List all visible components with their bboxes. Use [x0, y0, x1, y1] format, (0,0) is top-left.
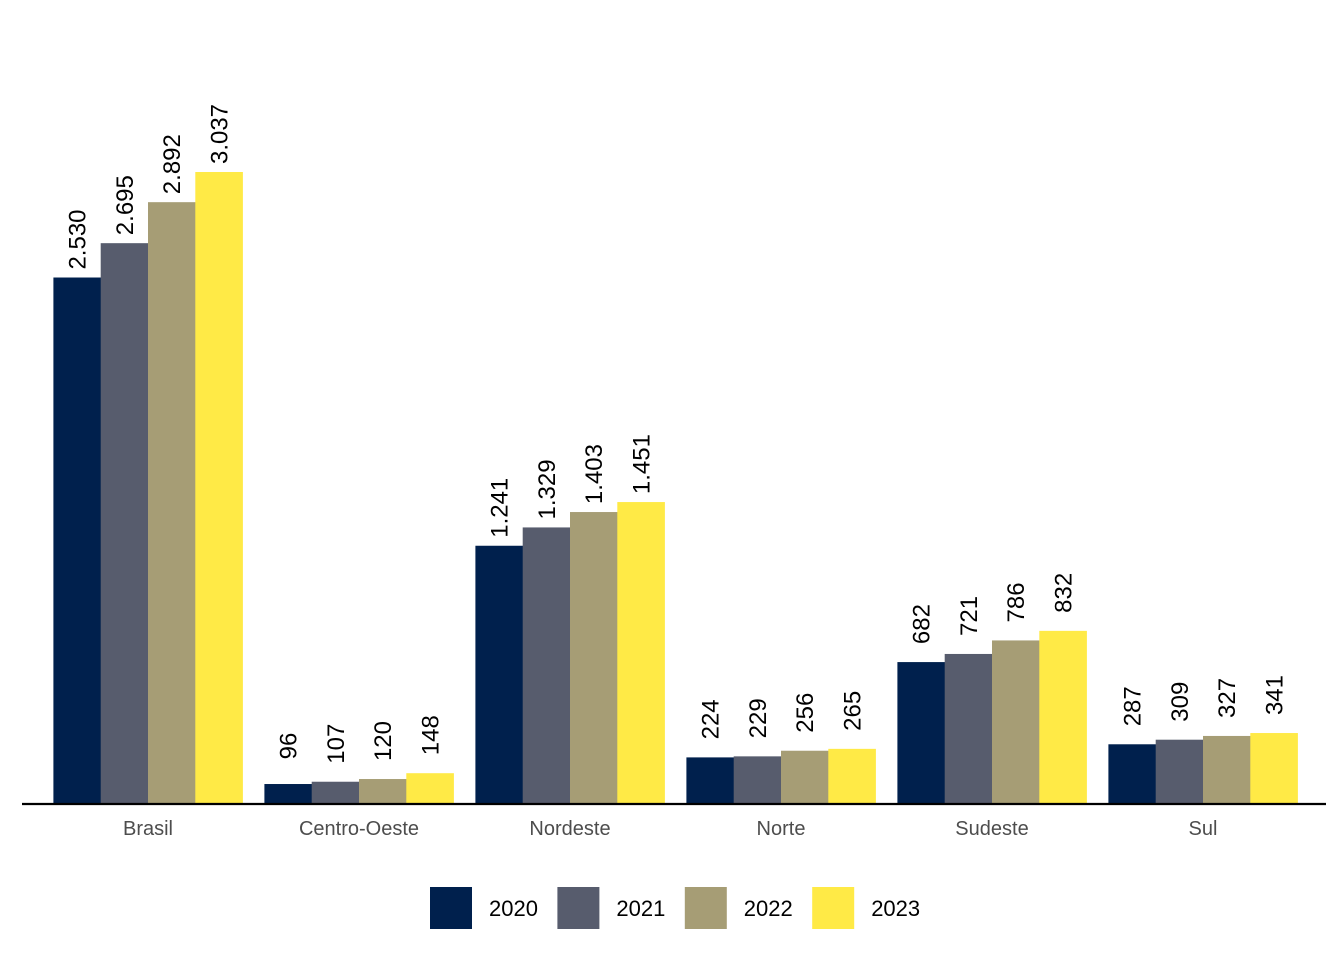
legend-key [684, 887, 727, 929]
bars-layer [53, 172, 1298, 805]
bar-brasil-2021 [100, 243, 149, 805]
bar-centro-oeste-2023 [406, 773, 454, 804]
data-label: 120 [370, 721, 397, 761]
data-label: 265 [839, 691, 866, 731]
legend-key [812, 887, 855, 929]
legend-item-2021: 2021 [557, 887, 665, 929]
data-label: 148 [417, 715, 444, 755]
x-tick-label: Nordeste [529, 818, 610, 840]
legend-label: 2023 [871, 896, 920, 921]
data-label: 682 [909, 604, 936, 644]
bar-sul-2021 [1155, 739, 1204, 804]
bar-nordeste-2022 [570, 512, 618, 804]
bar-nordeste-2021 [522, 527, 571, 804]
data-label: 786 [1003, 582, 1030, 622]
data-label: 256 [792, 693, 819, 733]
legend-label: 2020 [489, 896, 538, 921]
data-label: 309 [1167, 682, 1194, 722]
data-label: 2.530 [65, 209, 92, 269]
bar-sul-2020 [1108, 744, 1156, 804]
bar-sul-2023 [1250, 733, 1298, 804]
data-label: 2.695 [112, 175, 139, 235]
x-tick-label: Sudeste [955, 818, 1028, 840]
legend-item-2023: 2023 [812, 887, 920, 929]
x-tick-label: Sul [1189, 818, 1218, 840]
x-tick-label: Brasil [123, 818, 173, 840]
data-labels-layer: 2.530 2.695 2.892 3.037 96 107 120 148 1.241 1.32… [65, 104, 1289, 764]
legend-item-2022: 2022 [684, 887, 793, 929]
data-label: 1.451 [628, 434, 655, 494]
data-label: 1.241 [487, 478, 514, 538]
x-tick-label: Norte [757, 818, 806, 840]
bar-sudeste-2022 [992, 640, 1040, 804]
data-label: 2.892 [159, 134, 186, 194]
bar-brasil-2023 [195, 172, 243, 804]
bar-norte-2021 [733, 756, 782, 804]
bar-norte-2020 [686, 757, 734, 804]
bar-brasil-2020 [53, 277, 101, 804]
bar-sudeste-2021 [944, 653, 993, 804]
data-label: 721 [956, 596, 983, 636]
bar-centro-oeste-2020 [264, 784, 312, 804]
bar-norte-2023 [828, 748, 876, 804]
bar-sudeste-2020 [897, 662, 945, 804]
data-label: 1.329 [534, 459, 561, 519]
bar-nordeste-2023 [617, 502, 665, 804]
data-label: 3.037 [206, 104, 233, 164]
bar-centro-oeste-2022 [359, 779, 407, 804]
legend-item-2020: 2020 [430, 887, 538, 929]
legend: 2020 2021 2022 2023 [430, 887, 920, 929]
data-label: 327 [1214, 678, 1241, 718]
data-label: 832 [1050, 573, 1077, 613]
data-label: 224 [698, 699, 725, 739]
data-label: 107 [323, 724, 350, 764]
legend-key [557, 887, 600, 929]
bar-brasil-2022 [148, 202, 196, 805]
data-label: 1.403 [581, 444, 608, 504]
bar-sudeste-2023 [1039, 630, 1087, 804]
bar-norte-2022 [781, 750, 829, 804]
data-label: 287 [1120, 686, 1147, 726]
bar-centro-oeste-2021 [311, 781, 360, 804]
data-label: 96 [276, 733, 303, 760]
x-tick-label: Centro-Oeste [299, 818, 419, 840]
legend-label: 2021 [616, 896, 665, 921]
legend-label: 2022 [744, 896, 793, 921]
data-label: 341 [1261, 675, 1288, 715]
legend-key [430, 887, 472, 929]
bar-nordeste-2020 [475, 545, 523, 804]
data-label: 229 [745, 698, 772, 738]
bar-sul-2022 [1203, 735, 1251, 804]
x-axis-tick-labels: Brasil Centro-Oeste Nordeste Norte Sudeste Su… [123, 818, 1217, 840]
